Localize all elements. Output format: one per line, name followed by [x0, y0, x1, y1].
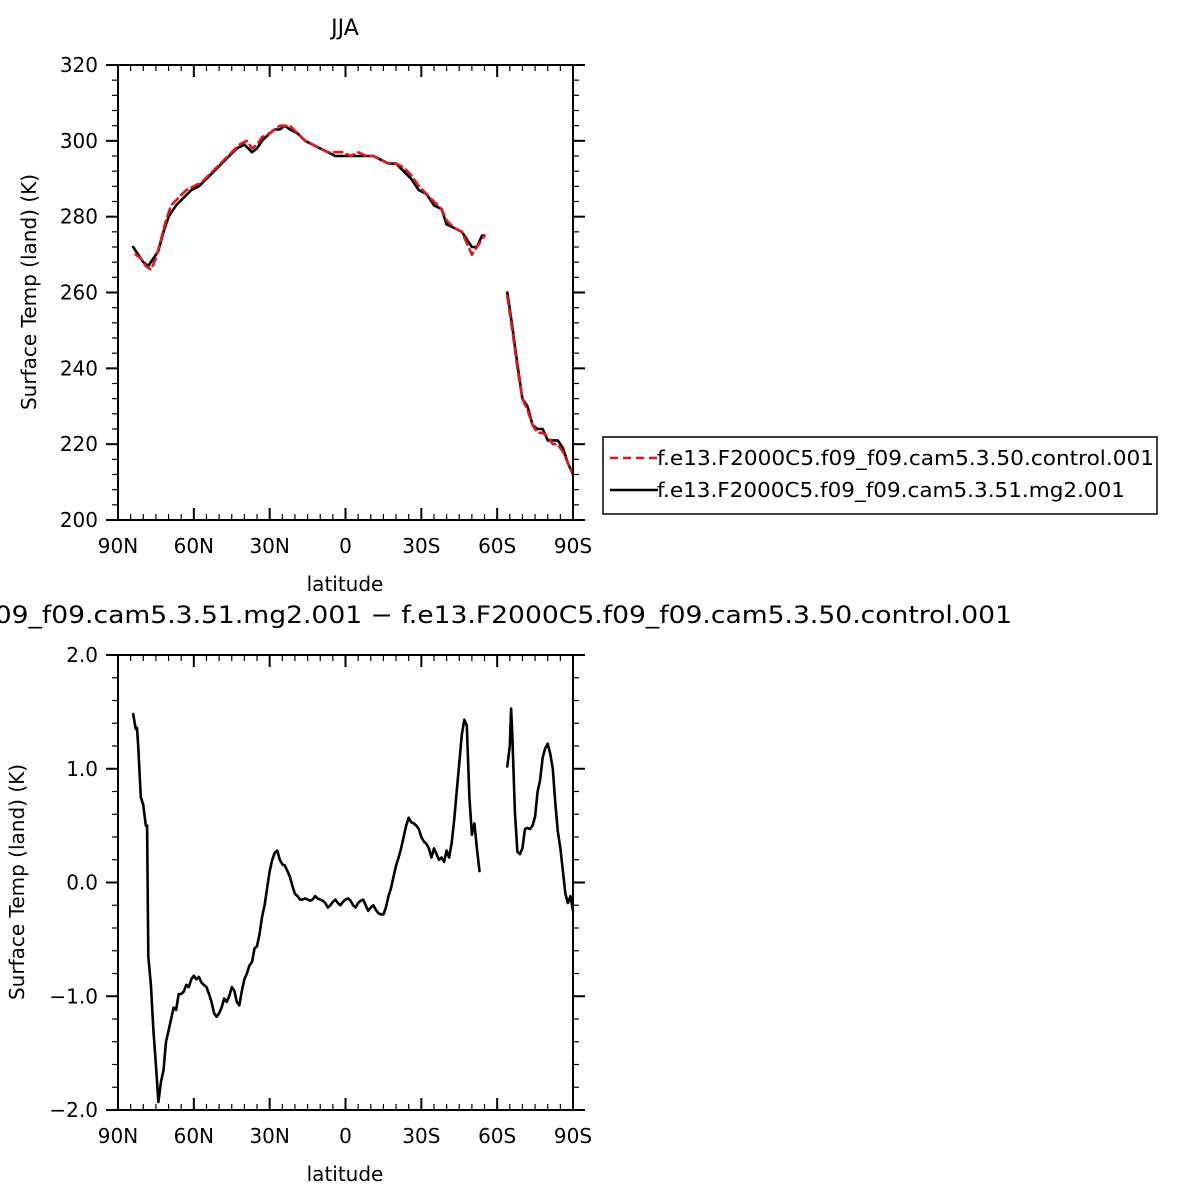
bottom-xtick-label-1: 60N [174, 1124, 214, 1148]
top-ytick-label-2: 240 [60, 356, 98, 380]
top-ytick-label-1: 220 [60, 432, 98, 456]
top-chart-ylabel: Surface Temp (land) (K) [17, 174, 41, 410]
top-chart-panel: JJA 90N 60N 30N 0 30S 60S 90S 200 220 240 260 280 30… [17, 16, 1158, 596]
top-chart-title: JJA [329, 16, 359, 41]
top-series-0-line-1 [506, 295, 575, 476]
bottom-chart-ylabel: Surface Temp (land) (K) [5, 764, 29, 1000]
bottom-chart-title: f.e13.F2000C5.f09_f09.cam5.3.51.mg2.001 … [0, 601, 1012, 629]
top-xtick-label-6: 90S [554, 534, 592, 558]
top-series-1-line-1 [506, 291, 575, 476]
top-ytick-label-4: 280 [60, 205, 98, 229]
top-xtick-label-1: 60N [174, 534, 214, 558]
top-ytick-label-3: 260 [60, 281, 98, 305]
legend-label-mg2: f.e13.F2000C5.f09_f09.cam5.3.51.mg2.001 [657, 478, 1125, 502]
legend-box [602, 436, 1158, 515]
top-chart-frame [117, 64, 574, 521]
top-xtick-label-4: 30S [402, 534, 440, 558]
bottom-xtick-label-4: 30S [402, 1124, 440, 1148]
bottom-xtick-label-5: 60S [478, 1124, 516, 1148]
top-xtick-label-2: 30N [249, 534, 289, 558]
bottom-series-0-line-1 [506, 707, 575, 913]
bottom-chart-xlabel: latitude [307, 1162, 384, 1186]
top-series-0-line-0 [134, 124, 486, 272]
bottom-ytick-label-0: −2.0 [49, 1098, 98, 1122]
bottom-ytick-label-1: −1.0 [49, 984, 98, 1008]
bottom-xtick-label-3: 0 [339, 1124, 352, 1148]
bottom-ytick-label-2: 0.0 [66, 871, 98, 895]
top-xtick-label-0: 90N [98, 534, 138, 558]
top-series-1-line-0 [131, 124, 486, 268]
bottom-xtick-label-2: 30N [249, 1124, 289, 1148]
legend: f.e13.F2000C5.f09_f09.cam5.3.50.control.… [602, 436, 1158, 515]
top-ytick-label-6: 320 [60, 53, 98, 77]
top-chart-xlabel: latitude [307, 572, 384, 596]
bottom-xtick-label-0: 90N [98, 1124, 138, 1148]
bottom-chart-frame [117, 654, 574, 1111]
bottom-ytick-label-4: 2.0 [66, 643, 98, 667]
bottom-chart-panel: f.e13.F2000C5.f09_f09.cam5.3.51.mg2.001 … [0, 601, 1012, 1186]
top-xtick-label-3: 0 [339, 534, 352, 558]
bottom-xtick-label-6: 90S [554, 1124, 592, 1148]
top-ytick-label-5: 300 [60, 129, 98, 153]
bottom-ytick-label-3: 1.0 [66, 757, 98, 781]
legend-label-control: f.e13.F2000C5.f09_f09.cam5.3.50.control.… [657, 446, 1154, 470]
bottom-series-0-line-0 [131, 712, 481, 1104]
top-xtick-label-5: 60S [478, 534, 516, 558]
top-ytick-label-0: 200 [60, 508, 98, 532]
